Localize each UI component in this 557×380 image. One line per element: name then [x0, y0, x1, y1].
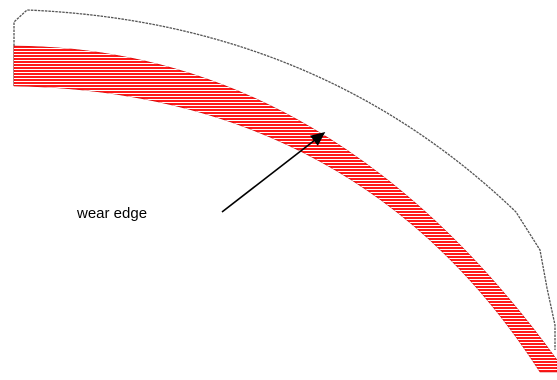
wear-edge-arrow — [221, 132, 326, 213]
outer-profile-outline — [13, 9, 556, 350]
wear-band-hatching — [14, 46, 557, 372]
wear-edge-label: wear edge — [77, 205, 148, 222]
